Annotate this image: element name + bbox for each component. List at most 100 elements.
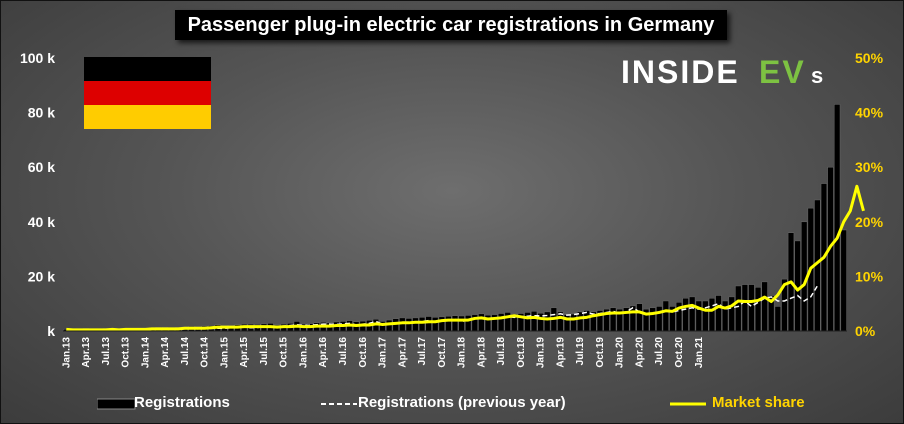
bar-registrations — [689, 296, 696, 332]
bar-registrations — [636, 303, 643, 332]
y-right-tick-label: 10% — [855, 268, 884, 284]
bar-registrations — [465, 315, 472, 332]
bar-registrations — [405, 318, 413, 332]
y-right-tick-label: 40% — [855, 105, 884, 121]
bar-registrations — [583, 310, 590, 332]
y-right-tick-label: 20% — [855, 214, 884, 230]
x-tick-label: Apr.14 — [160, 337, 171, 368]
x-tick-label: Oct.18 — [516, 337, 527, 368]
bar-registrations — [438, 316, 445, 332]
legend-dash-swatch — [321, 403, 357, 405]
germany-flag — [84, 57, 211, 129]
y-left-tick-label: k — [47, 323, 55, 339]
legend-label-previous-year: Registrations (previous year) — [358, 394, 566, 411]
x-tick-label: Jul.15 — [259, 337, 270, 366]
bar-registrations — [451, 315, 459, 332]
x-tick-label: Oct.19 — [595, 337, 606, 368]
legend-bar-swatch — [97, 398, 136, 410]
bar-registrations — [708, 297, 716, 332]
y-right-tick-label: 0% — [855, 323, 876, 339]
bar-registrations — [735, 285, 742, 332]
bar-registrations — [478, 313, 485, 332]
bar-registrations — [702, 300, 709, 332]
logo-text-ev: EV — [759, 54, 806, 90]
x-tick-label: Apr.17 — [397, 337, 408, 368]
x-tick-label: Oct.16 — [358, 337, 369, 368]
chart-title: Passenger plug-in electric car registrat… — [187, 14, 715, 36]
x-tick-label: Jul.14 — [180, 337, 191, 366]
logo-text-inside: INSIDE — [621, 54, 740, 90]
x-tick-label: Jan.16 — [298, 337, 309, 369]
x-tick-label: Oct.14 — [200, 337, 211, 368]
x-tick-label: Jul.20 — [654, 337, 665, 366]
plot-area: k 20 k 40 k 60 k 80 k 100 k 0% 10% 20% 30% 40% 50% J… — [20, 50, 884, 369]
x-tick-label: Apr.16 — [318, 337, 329, 368]
x-tick-label: Jul.18 — [496, 337, 507, 366]
bar-registrations — [754, 287, 762, 332]
logo-text-s: s — [811, 63, 823, 88]
x-tick-label: Jul.13 — [101, 337, 112, 366]
flag-stripe-gold — [84, 105, 211, 129]
bar-registrations — [840, 229, 847, 332]
series-line-market-share — [66, 184, 865, 332]
bar-registrations — [445, 316, 452, 332]
flag-stripe-red — [84, 81, 211, 105]
bar-registrations — [432, 317, 439, 332]
bar-registrations — [570, 313, 577, 332]
bar-registrations — [524, 312, 531, 332]
bar-registrations — [728, 296, 735, 332]
bar-registrations — [741, 284, 749, 332]
bar-registrations — [425, 316, 432, 332]
y-left-tick-label: 100 k — [20, 50, 55, 66]
legend-line-swatch — [670, 402, 706, 406]
x-tick-label: Oct.17 — [437, 337, 448, 368]
x-tick-label: Jul.19 — [575, 337, 586, 366]
bar-registrations — [530, 311, 538, 332]
x-tick-label: Apr.19 — [555, 337, 566, 368]
x-tick-label: Jul.17 — [417, 337, 428, 366]
bar-registrations — [649, 307, 656, 332]
x-tick-label: Jan.20 — [615, 337, 626, 369]
x-tick-label: Jan.21 — [694, 337, 705, 369]
bar-registrations — [412, 317, 419, 332]
y-left-tick-label: 20 k — [28, 268, 55, 284]
x-tick-label: Apr.18 — [476, 337, 487, 368]
bar-registrations — [774, 306, 781, 332]
y-left-tick-label: 60 k — [28, 159, 55, 175]
x-tick-label: Apr.15 — [239, 337, 250, 368]
legend-label-registrations: Registrations — [134, 394, 230, 411]
title-box: Passenger plug-in electric car registrat… — [175, 10, 727, 40]
x-tick-label: Jan.15 — [219, 337, 230, 369]
bar-registrations — [715, 295, 722, 332]
x-tick-label: Jul.16 — [338, 337, 349, 366]
bar-registrations — [656, 306, 663, 332]
x-tick-label: Jan.19 — [536, 337, 547, 369]
x-tick-label: Oct.20 — [674, 337, 685, 368]
bar-registrations — [662, 300, 669, 332]
bar-registrations — [761, 281, 768, 332]
bar-registrations — [721, 300, 729, 332]
bar-registrations — [577, 311, 584, 332]
bar-registrations — [458, 315, 465, 332]
y-right-tick-label: 30% — [855, 159, 884, 175]
flag-stripe-black — [84, 57, 211, 81]
y-right-tick-label: 50% — [855, 50, 884, 66]
x-tick-label: Jan.13 — [61, 337, 72, 369]
legend: Registrations Registrations (previous ye… — [1, 394, 903, 414]
bar-registrations — [682, 297, 689, 332]
bar-registrations — [418, 317, 426, 332]
insideevs-logo: INSIDE EV s — [621, 54, 823, 90]
bar-registrations — [833, 104, 841, 332]
bar-registrations — [748, 284, 755, 332]
x-tick-label: Apr.13 — [81, 337, 92, 368]
x-tick-label: Oct.13 — [121, 337, 132, 368]
x-tick-label: Oct.15 — [279, 337, 290, 368]
legend-label-market-share: Market share — [712, 394, 805, 411]
y-left-tick-label: 80 k — [28, 105, 55, 121]
x-tick-label: Jan.17 — [378, 337, 389, 369]
x-tick-label: Jan.14 — [140, 337, 151, 369]
y-left-tick-label: 40 k — [28, 214, 55, 230]
x-tick-label: Jan.18 — [457, 337, 468, 369]
bar-registrations — [695, 300, 702, 332]
